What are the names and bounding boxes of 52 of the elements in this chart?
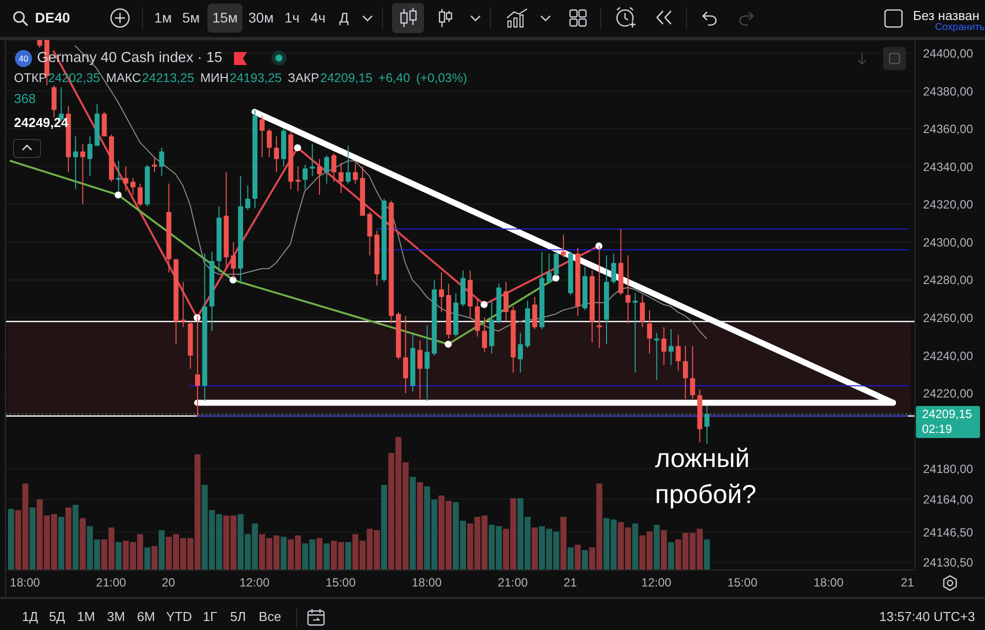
text: 3М <box>106 609 126 625</box>
y-tick-label: 24280,00 <box>923 273 974 288</box>
text: Без назван <box>913 8 980 24</box>
text: 30м <box>248 10 274 26</box>
text: 1ч <box>284 10 300 26</box>
text: 1М <box>76 609 96 625</box>
text: Д <box>339 10 349 26</box>
text: 1Д <box>22 609 38 625</box>
text: Сохранить <box>935 22 985 34</box>
text: 15м <box>207 4 243 32</box>
text: 4ч <box>310 10 326 26</box>
x-tick-label: 21:00 <box>96 576 126 590</box>
y-tick-label: 24400,00 <box>923 46 974 60</box>
y-tick-label: 24380,00 <box>923 84 974 98</box>
x-tick-label: 21 <box>564 576 578 590</box>
text: 5Д <box>48 609 66 625</box>
text: 5Л <box>230 609 246 625</box>
ref-line-label: 24209,15 <box>922 406 974 422</box>
y-tick-label: 24240,00 <box>923 348 974 363</box>
y-tick-label: 24146,50 <box>923 525 974 540</box>
x-tick-label: 21:00 <box>498 576 528 590</box>
text: YTD <box>166 609 192 625</box>
badge-icon: 40 <box>15 50 32 66</box>
x-tick-label: 20 <box>162 576 176 590</box>
annotation: 368 <box>14 91 36 107</box>
x-tick-label: 15:00 <box>727 576 758 590</box>
text: 1Г <box>202 609 218 625</box>
x-tick-label: 12:00 <box>641 576 672 590</box>
text: DE40 <box>35 10 70 26</box>
annotation: 40 <box>18 53 28 63</box>
price-tag: 24209,15 02:19 <box>916 406 980 438</box>
x-tick-label: 18:00 <box>813 576 844 590</box>
text: 1м <box>154 10 172 26</box>
y-tick-label: 24360,00 <box>923 122 974 136</box>
y-tick-label: 24260,00 <box>923 311 974 326</box>
x-tick-label: 21 <box>900 576 914 590</box>
x-tick-label: 15:00 <box>326 576 356 590</box>
y-tick-label: 24340,00 <box>923 160 974 174</box>
text: 6М <box>136 609 156 625</box>
text: 13:57:40 UTC+3 <box>879 609 975 625</box>
annotation: ложный пробой? <box>655 442 758 511</box>
y-tick-label: 24130,50 <box>923 556 974 570</box>
x-tick-label: 12:00 <box>240 576 270 590</box>
y-tick-label: 24300,00 <box>923 235 974 250</box>
y-tick-label: 24320,00 <box>923 198 974 212</box>
x-tick-label: 18:00 <box>10 576 40 590</box>
y-tick-label: 24180,00 <box>923 462 974 476</box>
text: 5м <box>182 10 200 26</box>
x-tick-label: 18:00 <box>412 576 442 590</box>
text: Все <box>258 609 282 625</box>
y-tick-label: 24220,00 <box>923 386 974 401</box>
y-tick-label: 24164,00 <box>923 492 974 506</box>
